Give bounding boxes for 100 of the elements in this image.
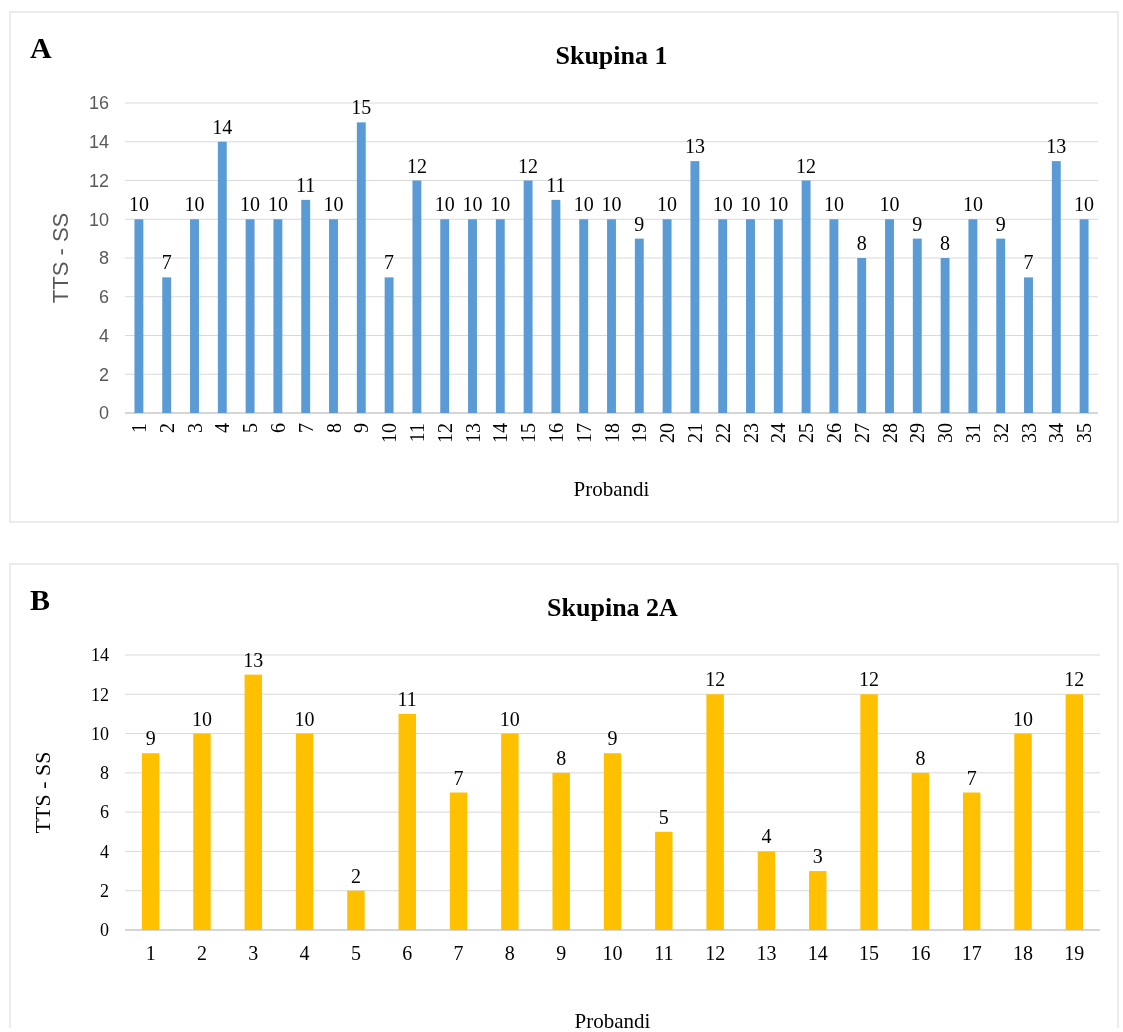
y-tick-label: 6 [100, 802, 109, 823]
data-label: 12 [406, 154, 427, 177]
x-tick-label: 10 [602, 942, 623, 964]
data-label: 13 [684, 135, 705, 158]
bar [773, 219, 783, 413]
x-tick-label: 6 [402, 942, 413, 964]
data-label: 10 [1013, 707, 1034, 730]
data-label: 9 [634, 212, 645, 235]
x-tick-label: 6 [266, 423, 289, 433]
x-tick-label: 7 [294, 423, 317, 433]
data-label: 10 [823, 193, 844, 216]
x-tick-label: 9 [350, 423, 373, 433]
x-tick-label: 17 [572, 423, 595, 443]
bar [501, 733, 519, 930]
data-label: 10 [462, 193, 483, 216]
bar [245, 219, 255, 413]
data-label: 10 [267, 193, 288, 216]
x-tick-label: 11 [654, 942, 674, 964]
x-tick-label: 24 [767, 423, 790, 443]
data-label: 7 [384, 251, 395, 274]
data-label: 10 [191, 707, 212, 730]
x-tick-label: 32 [989, 423, 1012, 443]
chart-title: Skupina 2A [547, 593, 679, 622]
x-tick-label: 5 [239, 423, 262, 433]
bar [757, 851, 776, 930]
bar [634, 238, 644, 413]
bar [141, 753, 160, 930]
data-label: 10 [1074, 193, 1095, 216]
bar [579, 219, 589, 413]
x-axis-title: Probandi [573, 477, 650, 501]
bar [273, 219, 283, 413]
y-axis-title: TTS - SS [30, 751, 55, 834]
x-tick-label: 8 [322, 423, 345, 433]
data-label: 13 [1046, 135, 1067, 158]
data-label: 10 [184, 193, 205, 216]
data-label: 10 [573, 193, 594, 216]
x-tick-label: 12 [705, 942, 726, 964]
y-tick-label: 4 [98, 325, 109, 346]
data-label: 8 [556, 746, 567, 769]
bar [1065, 694, 1084, 930]
x-tick-label: 29 [906, 423, 929, 443]
data-label: 10 [601, 193, 622, 216]
x-tick-label: 9 [556, 942, 567, 964]
data-label: 3 [812, 845, 823, 868]
x-tick-label: 19 [1064, 942, 1085, 964]
bar [809, 871, 827, 930]
x-tick-label: 4 [211, 423, 234, 433]
data-label: 7 [453, 766, 464, 789]
data-label: 9 [912, 212, 923, 235]
y-tick-label: 14 [88, 132, 109, 153]
bar [662, 219, 672, 413]
x-tick-label: 34 [1045, 423, 1068, 443]
data-label: 10 [712, 193, 733, 216]
bar [398, 713, 416, 930]
bar [1014, 733, 1032, 930]
data-label: 10 [499, 707, 520, 730]
bar [217, 141, 227, 413]
bar [552, 772, 570, 930]
bar [356, 122, 366, 413]
text: A [30, 31, 52, 64]
data-label: 11 [296, 173, 316, 196]
data-label: 14 [212, 115, 233, 138]
data-label: 9 [607, 727, 618, 750]
bar [962, 792, 981, 930]
y-tick-label: 10 [88, 209, 109, 230]
data-label: 7 [966, 766, 977, 789]
bar [301, 199, 311, 413]
bar [190, 219, 199, 413]
bar [690, 161, 700, 413]
x-tick-label: 1 [127, 423, 150, 433]
data-label: 10 [294, 707, 315, 730]
bar [911, 772, 930, 930]
bar [193, 733, 211, 930]
x-tick-label: 14 [807, 942, 828, 964]
bar [655, 831, 673, 930]
bar [746, 219, 755, 413]
bar [912, 238, 922, 413]
y-tick-label: 0 [100, 920, 109, 941]
data-label: 7 [1023, 251, 1034, 274]
data-label: 9 [145, 727, 156, 750]
data-label: 15 [351, 96, 372, 119]
data-label: 11 [546, 173, 566, 196]
x-tick-label: 13 [756, 942, 777, 964]
y-tick-label: 8 [98, 248, 109, 269]
data-label: 10 [434, 193, 455, 216]
x-tick-label: 31 [961, 423, 984, 443]
data-label: 10 [962, 193, 983, 216]
data-label: 10 [490, 193, 511, 216]
x-tick-label: 8 [504, 942, 515, 964]
x-tick-label: 21 [683, 423, 706, 443]
x-tick-label: 12 [433, 423, 456, 443]
x-tick-label: 3 [183, 423, 206, 433]
data-label: 5 [658, 805, 669, 828]
data-label: 10 [657, 193, 678, 216]
data-label: 8 [940, 232, 951, 254]
x-tick-label: 26 [822, 423, 845, 443]
y-tick-label: 2 [100, 881, 109, 902]
x-tick-label: 18 [600, 423, 623, 443]
x-tick-label: 18 [1013, 942, 1034, 964]
bar [940, 258, 950, 413]
